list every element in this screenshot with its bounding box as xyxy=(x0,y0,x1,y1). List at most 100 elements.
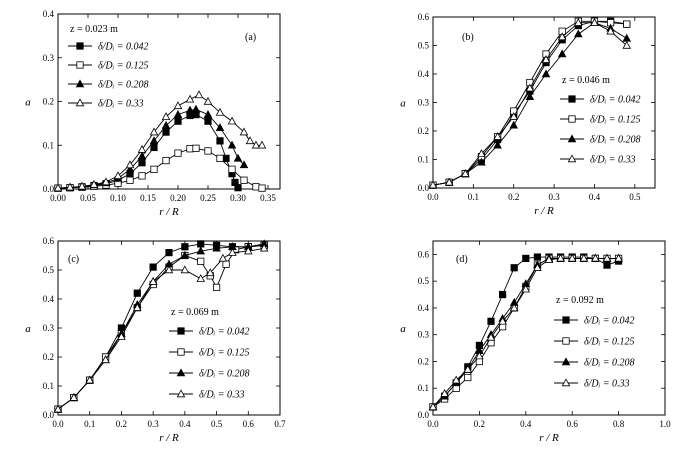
x-tick-label: 0.4 xyxy=(589,192,601,202)
data-point xyxy=(525,83,535,92)
data-point xyxy=(137,151,147,160)
data-point xyxy=(203,109,213,118)
data-point xyxy=(533,263,542,271)
legend-label: δ/Dᵢ = 0.042 xyxy=(199,327,249,338)
legend-entry: δ/Dᵢ = 0.208 xyxy=(68,79,148,91)
legend-marker xyxy=(568,95,576,103)
legend-entry: δ/Dᵢ = 0.33 xyxy=(169,389,244,401)
data-point xyxy=(196,246,205,255)
data-point xyxy=(252,183,260,191)
z-annotation: z = 0.023 m xyxy=(70,24,118,35)
data-point xyxy=(77,181,87,190)
data-point xyxy=(101,177,111,186)
legend-entry: δ/Dᵢ = 0.208 xyxy=(560,134,640,146)
x-tick-label: 0.0 xyxy=(427,419,439,429)
data-point xyxy=(150,165,158,173)
data-point xyxy=(197,240,205,248)
y-tick-label: 0.3 xyxy=(43,53,55,63)
data-point xyxy=(149,136,159,145)
data-point xyxy=(464,373,472,382)
data-point xyxy=(541,55,551,63)
x-tick-label: 0.1 xyxy=(84,419,95,429)
x-tick-label: 0.7 xyxy=(274,419,286,429)
legend-label: δ/Dᵢ = 0.33 xyxy=(199,390,244,401)
data-point xyxy=(522,254,530,262)
data-point xyxy=(239,127,249,136)
data-point xyxy=(475,351,484,360)
y-tick-label: 0.5 xyxy=(418,276,430,286)
data-point xyxy=(101,355,110,364)
data-point xyxy=(579,253,589,262)
data-point xyxy=(574,29,583,38)
y-tick-label: 0.1 xyxy=(43,140,54,150)
legend-label: δ/Dᵢ = 0.208 xyxy=(584,358,634,369)
x-tick-label: 1.0 xyxy=(659,419,671,429)
data-point xyxy=(521,284,531,293)
data-point xyxy=(117,332,126,340)
data-point xyxy=(161,120,171,129)
data-point xyxy=(174,117,182,125)
panel-label: (a) xyxy=(245,32,256,43)
data-point xyxy=(509,303,519,312)
data-point xyxy=(510,264,518,272)
y-tick-label: 0.3 xyxy=(43,323,55,333)
data-point xyxy=(227,140,237,149)
data-point xyxy=(493,132,502,140)
legend-entry: δ/Dᵢ = 0.125 xyxy=(169,348,249,359)
data-point xyxy=(204,147,212,155)
data-point xyxy=(440,388,449,397)
data-point xyxy=(173,109,183,118)
x-tick-label: 0.0 xyxy=(52,419,64,429)
data-point xyxy=(557,49,567,58)
legend-entry: δ/Dᵢ = 0.125 xyxy=(68,61,148,72)
x-axis-label: r / R xyxy=(539,432,559,444)
panel-label: (c) xyxy=(68,254,79,265)
data-point xyxy=(149,127,159,136)
x-tick-label: 0.10 xyxy=(110,193,126,203)
plot-frame xyxy=(432,240,666,416)
data-point xyxy=(463,364,473,373)
legend-label: δ/Dᵢ = 0.042 xyxy=(584,316,634,327)
y-axis-label: a xyxy=(25,323,31,335)
x-tick-label: 0.2 xyxy=(474,419,485,429)
data-point xyxy=(197,257,205,265)
data-point xyxy=(428,402,438,411)
x-tick-label: 0.3 xyxy=(148,419,160,429)
y-tick-label: 0.6 xyxy=(418,249,430,259)
series-line xyxy=(57,244,265,410)
data-point xyxy=(228,247,237,256)
data-point xyxy=(205,268,215,277)
legend-label: δ/Dᵢ = 0.33 xyxy=(590,155,635,166)
legend-label: δ/Dᵢ = 0.125 xyxy=(590,115,640,126)
legend-entry: δ/Dᵢ = 0.042 xyxy=(68,42,148,53)
legend-entry: δ/Dᵢ = 0.042 xyxy=(560,95,640,106)
data-point xyxy=(126,176,134,184)
x-tick-label: 0.00 xyxy=(50,193,66,203)
panel-label: (b) xyxy=(462,32,474,43)
legend-entry: δ/Dᵢ = 0.125 xyxy=(554,337,634,348)
y-axis-label: a xyxy=(25,97,31,109)
z-annotation: z = 0.092 m xyxy=(556,295,604,306)
legend-marker xyxy=(567,134,577,143)
chart-panel-2: 0.0 0.1 0.2 0.3 0.4 0.5 0.0 0.1 0.2 0.3 0.4 0.5 0.6 r… xyxy=(400,12,656,217)
data-point xyxy=(541,69,551,78)
data-point xyxy=(181,243,189,251)
data-point xyxy=(444,177,454,186)
y-tick-label: 0.1 xyxy=(418,155,429,165)
data-point xyxy=(148,276,158,285)
legend-marker xyxy=(76,61,84,69)
data-point xyxy=(477,149,486,158)
data-point xyxy=(133,303,142,311)
data-point xyxy=(498,316,507,325)
y-tick-label: 0.0 xyxy=(43,410,55,420)
legend-marker xyxy=(562,316,570,324)
z-annotation: z = 0.046 m xyxy=(562,75,610,86)
z-annotation: z = 0.069 m xyxy=(171,307,219,318)
data-point xyxy=(138,172,146,180)
y-axis-label: a xyxy=(400,323,406,335)
data-point xyxy=(53,183,63,192)
legend-label: δ/Dᵢ = 0.33 xyxy=(584,379,629,390)
data-point xyxy=(185,105,195,114)
data-point xyxy=(85,375,94,384)
data-point xyxy=(192,144,200,152)
